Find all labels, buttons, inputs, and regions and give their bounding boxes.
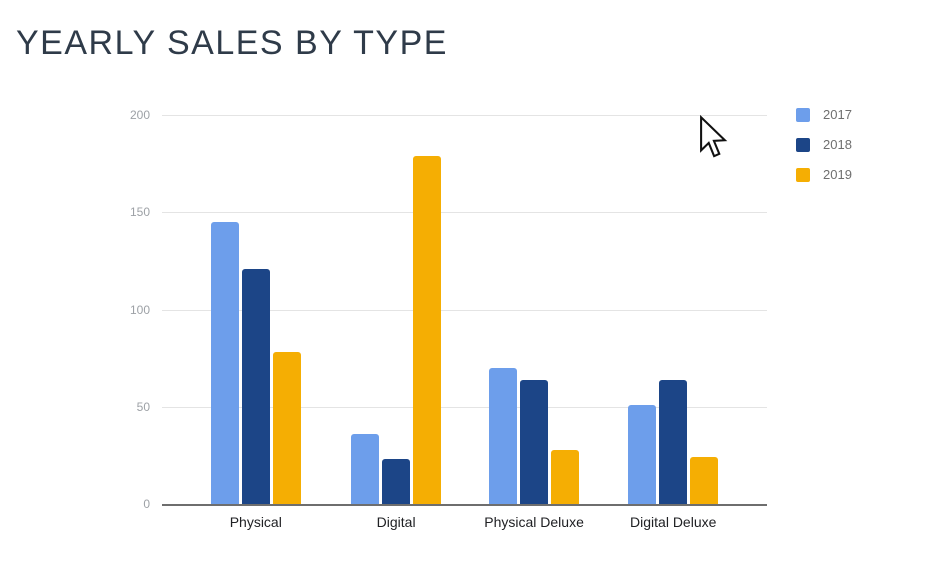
bar-2019-digital[interactable] (413, 155, 442, 504)
bar-2019-physical-deluxe[interactable] (551, 449, 580, 504)
y-axis-tick-label: 150 (129, 205, 150, 220)
bar-2018-physical[interactable] (241, 268, 270, 504)
bar-2017-digital-deluxe[interactable] (628, 404, 657, 504)
bar-2017-physical-deluxe[interactable] (489, 367, 518, 504)
gridline (162, 115, 767, 116)
bar-2017-physical[interactable] (210, 221, 239, 504)
bar-group-digital: Digital (351, 115, 442, 530)
bar-2017-digital[interactable] (351, 433, 380, 504)
legend-item-2017: 2017 (796, 108, 852, 122)
legend-item-2018: 2018 (796, 138, 852, 152)
y-axis-tick-label: 50 (136, 399, 150, 414)
legend-swatch-2019 (796, 168, 810, 182)
legend-swatch-2017 (796, 108, 810, 122)
x-axis-category-label: Physical (229, 514, 282, 530)
bar-2018-digital[interactable] (382, 459, 411, 504)
legend-label: 2017 (823, 107, 852, 122)
bar-group-digital-deluxe: Digital Deluxe (628, 115, 719, 530)
legend-label: 2018 (823, 137, 852, 152)
legend-item-2019: 2019 (796, 168, 852, 182)
x-axis-category-label: Digital Deluxe (630, 514, 717, 530)
chart-plot-area[interactable]: 0 50 100 150 200 Physical Digital Physical Delu… (130, 109, 767, 530)
bar-group-physical-deluxe: Physical Deluxe (484, 115, 584, 530)
gridline (162, 212, 767, 214)
bar-2018-digital-deluxe[interactable] (659, 379, 688, 504)
bar-2019-digital-deluxe[interactable] (690, 457, 719, 504)
bar-group-physical: Physical (210, 115, 301, 530)
y-axis-tick-label: 0 (143, 497, 150, 511)
gridline (162, 309, 767, 311)
y-axis-tick-label: 200 (129, 108, 150, 122)
legend-label: 2019 (823, 167, 852, 182)
x-axis-category-label: Digital (376, 514, 416, 530)
bar-2019-physical[interactable] (272, 352, 301, 504)
x-axis-category-label: Physical Deluxe (484, 514, 584, 530)
chart-legend: 2017 2018 2019 (796, 108, 852, 198)
legend-swatch-2018 (796, 138, 810, 152)
chart-title: YEARLY SALES BY TYPE (16, 24, 448, 62)
bar-2018-physical-deluxe[interactable] (520, 379, 549, 504)
gridline (162, 406, 767, 408)
y-axis-tick-label: 100 (129, 302, 150, 317)
